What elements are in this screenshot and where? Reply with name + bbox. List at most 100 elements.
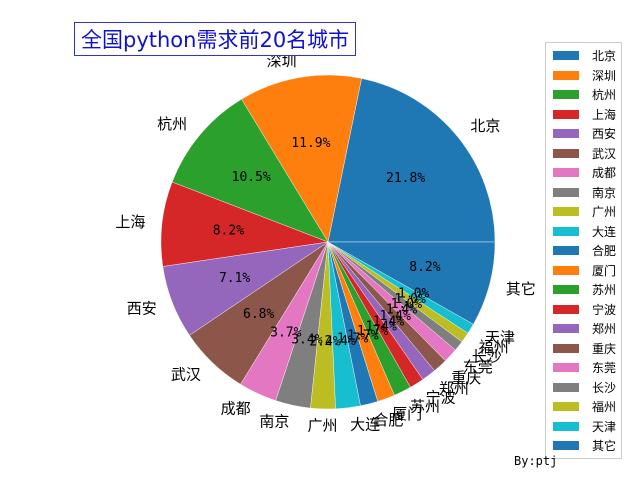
legend-label: 宁波 [592,302,617,317]
slice-percent-label: 8.2% [213,224,244,239]
slice-category-label: 上海 [115,213,145,231]
legend-label: 广州 [592,205,617,220]
legend-label: 长沙 [592,380,617,395]
pie-slice [327,78,496,243]
slice-category-label: 广州 [307,417,337,435]
pie-slice [171,98,329,243]
legend-swatch [553,207,579,217]
chart-title: 全国python需求前20名城市 [74,22,357,56]
slice-category-label: 武汉 [171,366,201,384]
legend-swatch [553,129,579,139]
slice-percent-label: 10.5% [232,170,271,185]
slice-category-label: 合肥 [373,411,403,429]
slice-percent-label: 1.4% [386,303,417,318]
slice-category-label: 大连 [350,415,380,433]
legend-swatch [553,168,579,178]
slice-percent-label: 1.4% [373,314,404,329]
pie-slices [160,74,496,410]
legend-item: 天津 [546,417,621,437]
legend-label: 厦门 [592,263,617,278]
legend-item: 大连 [546,222,621,242]
legend-label: 深圳 [592,68,617,83]
legend-item: 武汉 [546,144,621,164]
slice-category-label: 杭州 [157,115,187,133]
legend-swatch [553,441,579,451]
slice-category-label: 其它 [506,280,536,298]
legend-label: 北京 [592,49,617,64]
slice-category-label: 东莞 [463,358,493,376]
legend-label: 其它 [592,439,617,454]
legend-item: 福州 [546,397,621,417]
slice-percent-label: 1.4% [380,309,411,324]
legend-swatch [553,148,579,158]
slice-percent-label: 1.7% [357,324,388,339]
legend-item: 北京 [546,46,621,66]
legend-item: 厦门 [546,261,621,281]
slice-percent-label: 2.4% [309,335,340,350]
slice-category-label: 南京 [259,413,289,431]
legend-swatch [553,246,579,256]
legend-swatch [553,70,579,80]
legend-swatch [553,421,579,431]
slice-percent-label: 1.7% [347,328,378,343]
legend-swatch [553,109,579,119]
legend-label: 西安 [592,127,617,142]
legend-item: 南京 [546,183,621,203]
legend-item: 东莞 [546,358,621,378]
slice-percent-label: 8.2% [409,260,440,275]
legend-item: 其它 [546,436,621,456]
slice-percent-label: 1.0% [395,292,426,307]
legend-swatch [553,265,579,275]
slice-category-label: 厦门 [392,405,422,423]
legend: 北京 深圳 杭州 上海 西安 武汉 成都 南京 广州 大连 合肥 厦门 苏州 宁波 郑州 重庆 东莞 长沙 福州 天津… [545,42,622,459]
legend-swatch [553,90,579,100]
slice-percent-label: 1.0% [398,287,429,302]
legend-swatch [553,382,579,392]
slice-category-label: 天津 [485,328,515,346]
slice-percent-label: 1.0% [391,297,422,312]
slice-percent-label: 11.9% [291,136,330,151]
slice-percent-label: 1.7% [337,332,368,347]
legend-swatch [553,285,579,295]
slice-percent-label: 6.8% [243,307,274,322]
legend-swatch [553,187,579,197]
legend-item: 宁波 [546,300,621,320]
legend-label: 郑州 [592,322,617,337]
legend-label: 东莞 [592,361,617,376]
legend-item: 合肥 [546,241,621,261]
legend-label: 杭州 [592,88,617,103]
legend-swatch [553,324,579,334]
slice-percent-label: 3.7% [270,325,301,340]
legend-swatch [553,51,579,61]
slice-category-label: 深圳 [267,52,297,70]
legend-item: 郑州 [546,319,621,339]
legend-swatch [553,402,579,412]
slice-category-label: 成都 [221,400,251,418]
legend-swatch [553,304,579,314]
legend-label: 苏州 [592,283,617,298]
legend-item: 深圳 [546,66,621,86]
legend-item: 广州 [546,202,621,222]
author-credit: By:ptj [514,454,558,468]
slice-percent-label: 21.8% [386,171,425,186]
slice-percent-label: 2.4% [324,334,355,349]
slice-percent-label: 3.4% [291,333,322,348]
slice-category-label: 苏州 [410,397,440,415]
legend-label: 上海 [592,107,617,122]
legend-label: 天津 [592,419,617,434]
legend-label: 合肥 [592,244,617,259]
percent-labels: 21.8% 11.9% 10.5% 8.2% 7.1% 6.8% 3.7%3.4%2.4%2… [213,136,441,350]
legend-item: 长沙 [546,378,621,398]
slice-category-label: 宁波 [426,389,456,407]
legend-item: 成都 [546,163,621,183]
slice-category-label: 北京 [470,117,500,135]
legend-label: 福州 [592,400,617,415]
legend-swatch [553,363,579,373]
slice-category-label: 重庆 [451,369,481,387]
legend-label: 成都 [592,166,617,181]
pie-slice [327,241,496,325]
slice-category-label: 西安 [127,300,157,318]
pie-slice [241,74,362,243]
